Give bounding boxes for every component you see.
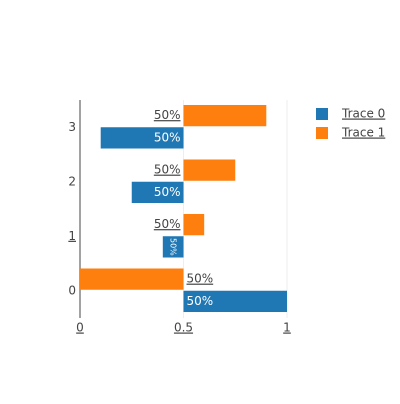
bar-label: 50% (154, 163, 181, 177)
x-tick-label: 1 (283, 321, 291, 335)
legend-swatch[interactable] (316, 127, 328, 139)
x-tick-label: 0 (76, 321, 84, 335)
bar-label: 50% (187, 272, 214, 286)
bar-label: 50% (169, 238, 178, 256)
bar-label: 50% (154, 217, 181, 231)
y-tick-label: 0 (68, 283, 76, 297)
legend-swatch[interactable] (316, 108, 328, 120)
bar (162, 236, 184, 258)
bar-label: 50% (154, 108, 181, 122)
y-tick-label: 3 (68, 120, 76, 134)
y-tick-label: 2 (68, 174, 76, 188)
bar (131, 181, 184, 204)
bar (183, 159, 236, 181)
bar (183, 290, 287, 313)
y-tick-label: 1 (68, 229, 76, 243)
bar (100, 127, 184, 149)
bar (80, 268, 184, 290)
legend-label[interactable]: Trace 0 (341, 107, 385, 121)
bar-label: 50% (154, 185, 181, 199)
bar (183, 213, 205, 236)
bar (183, 104, 267, 127)
bar-label: 50% (187, 294, 214, 308)
legend-label[interactable]: Trace 1 (341, 126, 385, 140)
bar-label: 50% (154, 130, 181, 144)
x-tick-label: 0.5 (174, 321, 193, 335)
